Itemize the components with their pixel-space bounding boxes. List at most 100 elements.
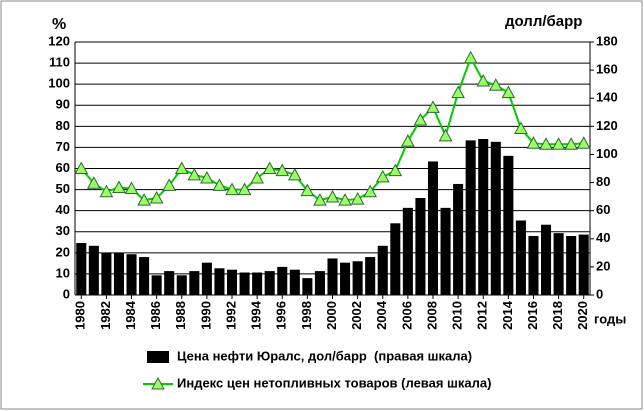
y2-tick-label: 20 xyxy=(596,258,610,273)
bar xyxy=(453,183,464,295)
marker xyxy=(488,78,503,91)
x-tick-label: 1994 xyxy=(249,300,264,330)
marker xyxy=(99,184,114,198)
marker xyxy=(275,163,290,177)
y2-tick-label: 100 xyxy=(596,146,618,161)
legend-swatch xyxy=(147,351,169,363)
bar xyxy=(289,269,300,295)
x-tick-label: 1988 xyxy=(173,301,188,330)
y-tick-label: 0 xyxy=(63,286,70,301)
marker xyxy=(250,170,264,184)
bar xyxy=(390,223,401,295)
x-tick-label: 2012 xyxy=(475,301,490,330)
marker xyxy=(551,137,566,150)
marker xyxy=(112,180,126,193)
marker xyxy=(212,178,227,191)
y2-tick-label: 80 xyxy=(596,174,610,189)
bar xyxy=(314,271,325,295)
bar xyxy=(478,138,489,295)
marker xyxy=(237,182,252,196)
bar xyxy=(252,272,263,295)
marker xyxy=(350,192,365,205)
marker xyxy=(162,178,177,191)
marker xyxy=(476,73,491,87)
y-tick-label: 90 xyxy=(56,97,70,112)
bar xyxy=(126,254,137,295)
y2-axis-label: долл/барр xyxy=(505,13,582,30)
bar xyxy=(101,252,112,295)
y-tick-label: 70 xyxy=(56,139,70,154)
marker xyxy=(413,112,428,126)
x-tick-label: 2020 xyxy=(575,301,590,330)
bar xyxy=(566,235,577,295)
x-tick-label: 1986 xyxy=(148,301,163,330)
bar xyxy=(164,271,175,295)
bar xyxy=(88,245,99,295)
y-axis-label: % xyxy=(52,16,66,33)
marker xyxy=(501,85,516,99)
x-axis-label: годы xyxy=(594,311,626,326)
bar xyxy=(176,275,187,295)
marker xyxy=(438,128,453,142)
x-tick-label: 1984 xyxy=(123,300,138,330)
y2-tick-label: 40 xyxy=(596,230,610,245)
bar xyxy=(113,252,124,295)
marker xyxy=(187,167,202,181)
bar xyxy=(440,207,451,295)
marker xyxy=(526,136,541,149)
x-tick-label: 2018 xyxy=(550,301,565,330)
y-tick-label: 120 xyxy=(48,33,70,48)
legend-marker xyxy=(151,376,165,390)
x-tick-label: 2008 xyxy=(424,301,439,330)
x-tick-label: 1980 xyxy=(73,301,88,330)
y2-tick-label: 0 xyxy=(596,286,603,301)
bar xyxy=(377,245,388,295)
x-tick-label: 1998 xyxy=(299,301,314,330)
marker xyxy=(124,181,139,195)
y-tick-label: 80 xyxy=(56,118,70,133)
y2-tick-label: 140 xyxy=(596,90,618,105)
marker xyxy=(564,137,579,150)
marker xyxy=(426,100,440,113)
marker xyxy=(401,134,415,147)
y2-tick-label: 120 xyxy=(596,118,618,133)
marker xyxy=(313,193,327,206)
marker xyxy=(514,121,528,134)
y-tick-label: 50 xyxy=(56,181,70,196)
marker xyxy=(363,184,378,198)
bar xyxy=(402,207,413,295)
marker xyxy=(174,161,189,174)
bar xyxy=(151,275,162,295)
bar xyxy=(226,269,238,295)
bar xyxy=(415,198,426,295)
x-tick-label: 1992 xyxy=(223,301,238,330)
y-tick-label: 20 xyxy=(56,244,70,259)
y2-tick-label: 60 xyxy=(596,202,610,217)
bar xyxy=(239,272,250,295)
bar xyxy=(515,220,526,295)
marker xyxy=(262,161,277,174)
marker xyxy=(451,85,465,99)
marker xyxy=(338,193,352,206)
bar xyxy=(365,257,376,295)
bar xyxy=(578,234,589,295)
bar xyxy=(541,224,552,295)
x-tick-label: 2010 xyxy=(450,301,465,330)
x-tick-label: 2006 xyxy=(399,301,414,330)
legend-label: Цена нефти Юралс, дол/барр (правая шкала… xyxy=(177,348,472,363)
marker xyxy=(200,170,214,184)
y-tick-label: 10 xyxy=(56,265,70,280)
bar xyxy=(340,262,351,295)
bar xyxy=(327,258,338,295)
marker xyxy=(539,137,553,150)
x-tick-label: 2004 xyxy=(374,300,389,330)
bar xyxy=(427,161,439,295)
marker xyxy=(74,161,89,174)
bar xyxy=(465,140,476,295)
bar xyxy=(553,233,564,295)
y-tick-label: 100 xyxy=(48,76,70,91)
marker xyxy=(388,163,403,177)
bar xyxy=(214,268,225,295)
bar xyxy=(503,155,514,295)
